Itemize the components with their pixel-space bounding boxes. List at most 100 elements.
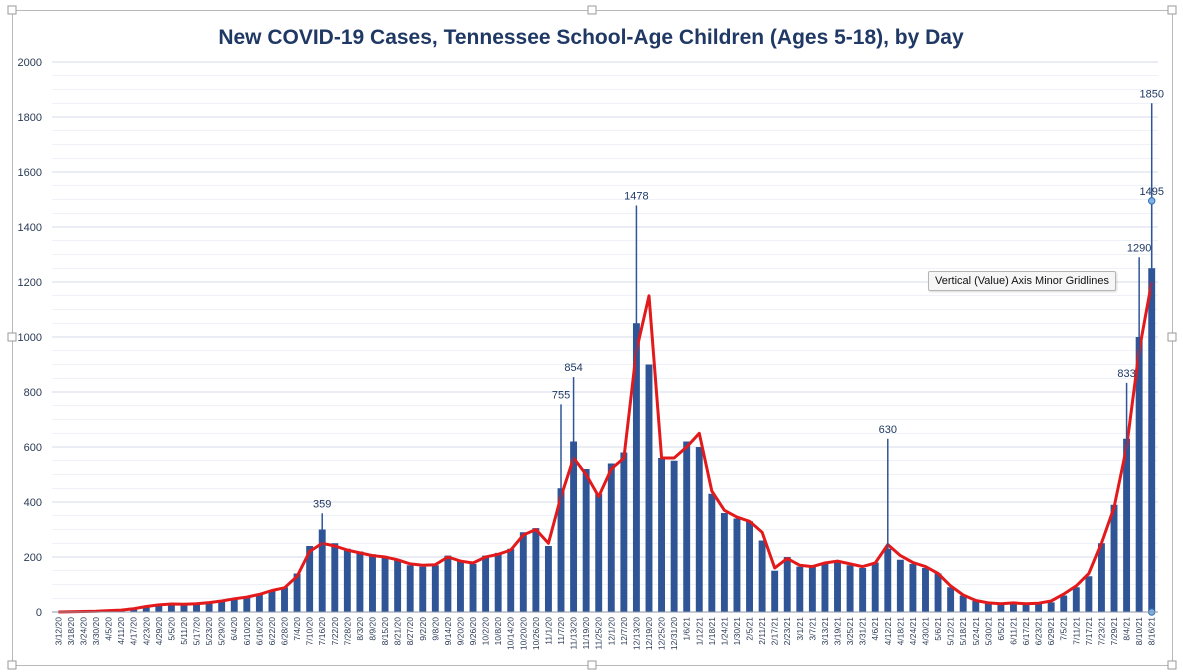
bar[interactable] [381, 557, 389, 612]
bar[interactable] [595, 493, 603, 612]
bar[interactable] [846, 565, 854, 612]
x-tick-label: 6/28/20 [280, 617, 290, 646]
resize-handle-bottom-center[interactable] [587, 660, 597, 670]
bar[interactable] [670, 460, 678, 612]
resize-handle-top-center[interactable] [587, 5, 597, 15]
resize-handle-top-right[interactable] [1167, 5, 1177, 15]
bar[interactable] [645, 364, 653, 613]
bar[interactable] [859, 568, 867, 612]
moving-average-line[interactable] [58, 281, 1154, 614]
bar[interactable] [959, 595, 967, 613]
bar[interactable] [620, 452, 628, 613]
x-tick-label: 4/24/21 [908, 617, 918, 646]
bar[interactable] [582, 469, 590, 612]
bar[interactable] [218, 600, 226, 612]
selected-point-marker[interactable] [1148, 197, 1156, 205]
bar[interactable] [205, 602, 213, 612]
x-tick-label: 5/30/21 [983, 617, 993, 646]
bar[interactable] [532, 528, 540, 612]
bar[interactable] [708, 493, 716, 612]
bar[interactable] [167, 603, 175, 612]
bar[interactable] [607, 463, 615, 613]
resize-handle-top-left[interactable] [7, 5, 17, 15]
resize-handle-middle-left[interactable] [7, 332, 17, 342]
bar[interactable] [343, 548, 351, 612]
resize-handle-middle-right[interactable] [1167, 332, 1177, 342]
bar[interactable] [1035, 603, 1043, 612]
bar[interactable] [394, 559, 402, 612]
bar[interactable] [306, 546, 314, 612]
resize-handle-bottom-right[interactable] [1167, 660, 1177, 670]
bar[interactable] [293, 573, 301, 613]
bar[interactable] [544, 546, 552, 612]
bar[interactable] [834, 561, 841, 612]
bar[interactable] [356, 551, 364, 613]
bar[interactable] [155, 604, 163, 612]
bar[interactable] [758, 540, 766, 613]
bar[interactable] [909, 563, 917, 612]
bar[interactable] [1097, 543, 1105, 612]
bar[interactable] [406, 565, 414, 612]
y-tick-label: 1000 [18, 332, 42, 344]
bar[interactable] [482, 555, 490, 612]
bar[interactable] [142, 605, 150, 612]
data-labels: 3597558541478630833129014951850 [313, 88, 1164, 616]
x-tick-label: 4/12/21 [883, 617, 893, 646]
y-axis[interactable]: 0 200 400 600 800 1000 1200 1400 1600 1800 2000 [18, 57, 42, 619]
bar[interactable] [1110, 504, 1118, 612]
bar[interactable] [507, 548, 515, 612]
bar[interactable] [419, 566, 427, 612]
bar[interactable] [268, 590, 276, 612]
x-tick-label: 11/13/20 [569, 617, 579, 650]
bar[interactable] [934, 573, 942, 613]
bar[interactable] [947, 587, 955, 612]
bar[interactable] [922, 568, 929, 612]
bar[interactable] [243, 596, 251, 612]
resize-handle-bottom-left[interactable] [7, 660, 17, 670]
bar[interactable] [984, 603, 992, 612]
bar[interactable] [972, 601, 980, 612]
bar[interactable] [658, 458, 666, 612]
bar[interactable] [695, 447, 703, 612]
bar[interactable] [783, 557, 791, 612]
bar[interactable] [896, 559, 904, 612]
bar[interactable] [457, 561, 464, 612]
bar[interactable] [281, 587, 288, 612]
bar[interactable] [771, 570, 779, 612]
bar[interactable] [230, 598, 238, 612]
bar[interactable] [821, 562, 829, 613]
bar[interactable] [808, 566, 816, 612]
bar[interactable] [1010, 602, 1017, 612]
bar[interactable] [331, 543, 339, 612]
bar[interactable] [193, 603, 200, 612]
gridlines-tooltip: Vertical (Value) Axis Minor Gridlines [928, 271, 1117, 291]
bar[interactable] [1047, 602, 1055, 612]
bar[interactable] [1085, 576, 1093, 612]
moving-average-series[interactable] [58, 281, 1154, 614]
bar[interactable] [1072, 587, 1080, 612]
bar[interactable] [180, 604, 188, 612]
x-axis[interactable]: 3/12/20 3/18/20 3/24/20 3/30/20 4/5/20 4/11/2… [52, 611, 1158, 650]
x-tick-label: 8/15/20 [380, 617, 390, 646]
bar[interactable] [1060, 595, 1068, 613]
bar[interactable] [871, 562, 879, 613]
bar[interactable] [369, 554, 376, 612]
bar[interactable] [720, 513, 728, 612]
bar[interactable] [733, 518, 741, 613]
chart-title[interactable]: New COVID-19 Cases, Tennessee School-Age… [218, 26, 964, 49]
bar[interactable] [746, 521, 753, 612]
gridlines[interactable] [52, 61, 1158, 613]
bar[interactable] [255, 594, 263, 612]
bar[interactable] [444, 555, 452, 612]
bar[interactable] [683, 441, 691, 613]
bar[interactable] [469, 563, 477, 612]
bar[interactable] [431, 565, 439, 612]
x-tick-label: 10/2/20 [481, 617, 491, 646]
bar[interactable] [997, 604, 1005, 612]
bar[interactable] [796, 566, 804, 612]
bar[interactable] [494, 552, 502, 612]
bar[interactable] [1022, 604, 1030, 612]
bar[interactable] [519, 532, 527, 612]
